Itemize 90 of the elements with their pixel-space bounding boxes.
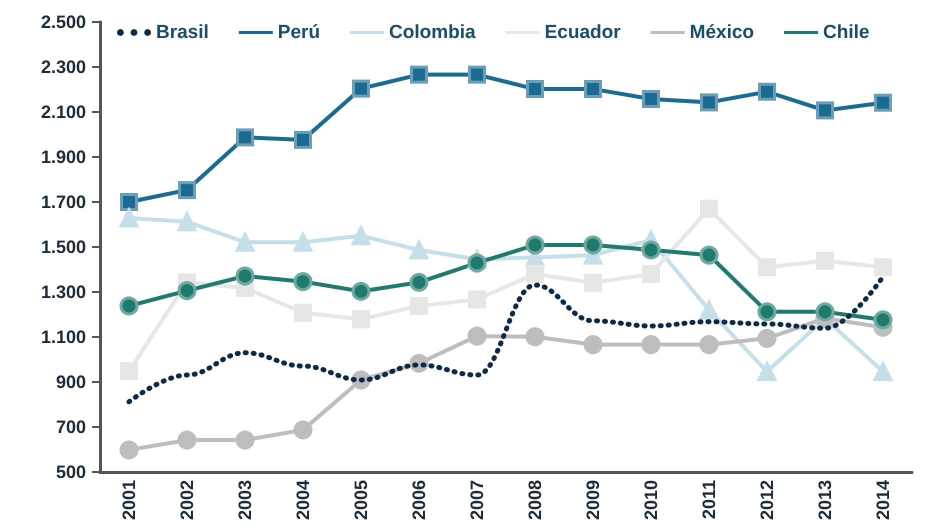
legend-label: Ecuador (544, 22, 622, 43)
point (352, 282, 370, 301)
point (236, 430, 254, 450)
point (700, 335, 718, 354)
point (410, 66, 428, 84)
x-tick-label: 2014 (873, 480, 893, 520)
point (120, 208, 138, 228)
legend-label: Brasil (156, 22, 209, 43)
point (874, 310, 892, 330)
point (700, 200, 718, 218)
point (410, 240, 428, 260)
point (468, 290, 486, 308)
point (758, 258, 776, 276)
point (352, 80, 370, 98)
point (526, 327, 544, 346)
y-tick-label: 700 (56, 417, 86, 437)
point (352, 226, 370, 246)
y-tick-label: 900 (56, 372, 86, 392)
point (642, 265, 660, 283)
point (584, 80, 602, 98)
point (874, 258, 892, 276)
legend-label: Perú (278, 22, 320, 43)
x-tick-label: 2009 (583, 480, 603, 520)
point (178, 181, 196, 200)
point (526, 265, 544, 283)
point (816, 101, 834, 120)
y-tick-label: 1.900 (40, 147, 86, 167)
x-tick-label: 2010 (641, 480, 661, 520)
point (410, 272, 428, 292)
y-tick-label: 1.700 (40, 192, 86, 212)
x-tick-label: 2012 (757, 480, 777, 520)
point (816, 252, 834, 270)
x-tick-label: 2011 (699, 480, 719, 520)
y-tick-label: 1.500 (40, 237, 86, 257)
x-tick-label: 2008 (525, 480, 545, 520)
point (236, 266, 254, 286)
point (236, 232, 254, 252)
point (468, 326, 486, 346)
point (120, 440, 138, 460)
point (468, 253, 486, 272)
point (584, 235, 602, 254)
x-tick-label: 2007 (467, 480, 487, 520)
point (178, 430, 196, 450)
point (178, 212, 196, 232)
x-tick-label: 2013 (815, 480, 835, 520)
point (294, 304, 312, 322)
x-tick-label: 2001 (119, 480, 139, 520)
point (758, 82, 776, 101)
point (120, 193, 138, 211)
point (410, 296, 428, 315)
point (642, 90, 660, 108)
point (294, 420, 312, 440)
point (700, 300, 718, 320)
point (526, 80, 544, 98)
point (700, 93, 718, 112)
legend-label: Chile (823, 22, 870, 43)
x-tick-label: 2002 (177, 480, 197, 520)
x-tick-label: 2004 (293, 480, 313, 520)
y-tick-label: 500 (56, 462, 86, 482)
point (642, 335, 660, 354)
point (120, 362, 138, 380)
legend-label: Colombia (389, 22, 476, 43)
point (700, 246, 718, 265)
x-tick-label: 2003 (235, 480, 255, 520)
point (584, 274, 602, 292)
legend-label: México (690, 22, 754, 43)
point (758, 362, 776, 382)
point (816, 302, 834, 322)
point (758, 328, 776, 348)
point (874, 94, 892, 112)
point (294, 130, 312, 149)
point (352, 310, 370, 328)
point (642, 240, 660, 260)
point (120, 296, 138, 316)
point (758, 302, 776, 322)
y-tick-label: 1.300 (40, 282, 86, 302)
point (294, 232, 312, 252)
y-tick-label: 2.500 (40, 12, 86, 32)
y-tick-label: 2.100 (40, 102, 86, 122)
point (294, 272, 312, 292)
y-tick-label: 1.100 (40, 327, 86, 347)
point (178, 281, 196, 300)
point (236, 128, 254, 146)
point (584, 335, 602, 354)
point (468, 66, 486, 84)
point (526, 235, 544, 254)
x-tick-label: 2005 (351, 480, 371, 520)
y-tick-label: 2.300 (40, 57, 86, 77)
x-tick-label: 2006 (409, 480, 429, 520)
point (874, 362, 892, 382)
